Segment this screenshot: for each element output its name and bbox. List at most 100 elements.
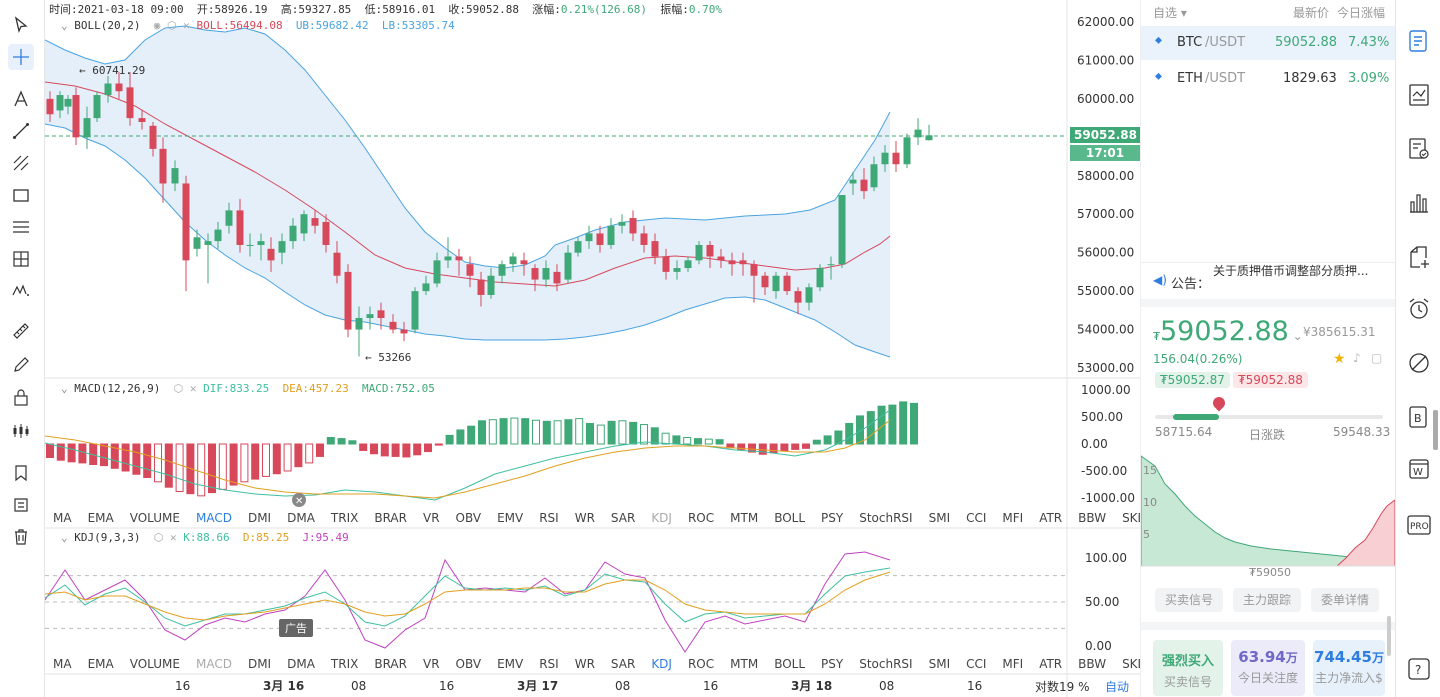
- indicator-vr[interactable]: VR: [422, 511, 440, 525]
- indicator-trix[interactable]: TRIX: [330, 657, 359, 671]
- bell-icon[interactable]: ♪: [1353, 351, 1361, 365]
- indicator-cci[interactable]: CCI: [966, 511, 987, 525]
- star-icon[interactable]: ★: [1333, 351, 1346, 367]
- alarm-icon[interactable]: [1406, 296, 1432, 322]
- indicator-smi[interactable]: SMI: [928, 657, 951, 671]
- indicator-stochrsi[interactable]: StochRSI: [859, 657, 913, 671]
- indicator-brar[interactable]: BRAR: [374, 657, 407, 671]
- gear-icon[interactable]: ⬡: [160, 19, 177, 32]
- ad-label[interactable]: 广告: [279, 619, 313, 637]
- indicator-stochrsi[interactable]: StochRSI: [859, 511, 913, 525]
- pencil-icon[interactable]: [8, 352, 34, 378]
- help-icon[interactable]: ?: [1406, 656, 1432, 682]
- indicator-macd[interactable]: MACD: [195, 511, 232, 525]
- indicator-rsi[interactable]: RSI: [539, 511, 559, 525]
- indicator-dma[interactable]: DMA: [287, 511, 315, 525]
- attention-card[interactable]: 63.94万 今日关注度: [1231, 640, 1305, 696]
- notice-text[interactable]: 关于质押借币调整部分质押...: [1213, 264, 1369, 278]
- col-change-header[interactable]: 今日涨幅: [1337, 6, 1386, 20]
- indicator-cci[interactable]: CCI: [966, 657, 987, 671]
- indicator-boll[interactable]: BOLL: [774, 657, 806, 671]
- ask-price[interactable]: ₮59052.88: [1233, 372, 1308, 388]
- indicator-obv[interactable]: OBV: [455, 657, 482, 671]
- gear-icon[interactable]: ⬡: [147, 531, 164, 544]
- indicator-macd[interactable]: MACD: [195, 657, 232, 671]
- candles-toggle-icon[interactable]: [8, 418, 34, 444]
- indicator-atr[interactable]: ATR: [1039, 511, 1063, 525]
- indicator-wr[interactable]: WR: [574, 657, 595, 671]
- bookmark-icon[interactable]: [8, 460, 34, 486]
- indicator-dma[interactable]: DMA: [287, 657, 315, 671]
- indicator-bbw[interactable]: BBW: [1078, 657, 1107, 671]
- notice-bar[interactable]: ◀) 公告： 关于质押借币调整部分质押...: [1141, 262, 1395, 307]
- indicator-ema[interactable]: EMA: [87, 511, 114, 525]
- bar-chart-icon[interactable]: [1406, 190, 1432, 216]
- text-tool-icon[interactable]: [8, 86, 34, 112]
- news-icon[interactable]: [1406, 82, 1432, 108]
- auto-scale-toggle[interactable]: 自动: [1105, 680, 1130, 694]
- fork-tool-icon[interactable]: [8, 150, 34, 176]
- gear-icon[interactable]: ⬡: [166, 382, 184, 395]
- indicator-emv[interactable]: EMV: [497, 657, 524, 671]
- trash-icon[interactable]: [8, 524, 34, 550]
- close-icon[interactable]: ✕: [183, 382, 204, 395]
- indicator-psy[interactable]: PSY: [821, 511, 844, 525]
- indicator-emv[interactable]: EMV: [497, 511, 524, 525]
- inflow-card[interactable]: 744.45万 主力净流入$: [1313, 640, 1385, 696]
- watchlist-icon[interactable]: [1406, 28, 1432, 54]
- indicator-bbw[interactable]: BBW: [1078, 511, 1107, 525]
- share-icon[interactable]: ▢: [1371, 351, 1383, 365]
- col-price-header[interactable]: 最新价: [1293, 6, 1330, 20]
- ebook-icon[interactable]: B: [1406, 404, 1432, 430]
- panel-scrollbar[interactable]: [1387, 616, 1391, 656]
- indicator-brar[interactable]: BRAR: [374, 511, 407, 525]
- close-icon[interactable]: ✕: [163, 531, 184, 544]
- indicator-wr[interactable]: WR: [574, 511, 595, 525]
- indicator-sar[interactable]: SAR: [610, 511, 636, 525]
- chart-area[interactable]: 62000.0061000.0060000.0059000.0058000.00…: [45, 0, 1269, 697]
- fib-tool-icon[interactable]: [8, 214, 34, 240]
- indicator-trix[interactable]: TRIX: [330, 511, 359, 525]
- eye-icon[interactable]: ◉: [147, 19, 161, 32]
- indicator-smi[interactable]: SMI: [928, 511, 951, 525]
- indicator-ema[interactable]: EMA: [87, 657, 114, 671]
- close-icon[interactable]: ✕: [176, 19, 197, 32]
- wechat-icon[interactable]: W: [1406, 456, 1432, 482]
- kline-chart[interactable]: 62000.0061000.0060000.0059000.0058000.00…: [45, 0, 1140, 697]
- settings-list-icon[interactable]: [8, 492, 34, 518]
- tab-signals[interactable]: 买卖信号: [1155, 588, 1223, 612]
- ruler-icon[interactable]: [8, 318, 34, 344]
- indicator-mfi[interactable]: MFI: [1002, 511, 1024, 525]
- crosshair-icon[interactable]: [8, 44, 34, 70]
- pro-icon[interactable]: PRO: [1406, 512, 1432, 538]
- indicator-mtm[interactable]: MTM: [730, 511, 759, 525]
- icon-bar-scrollbar[interactable]: [1433, 410, 1438, 450]
- indicator-sar[interactable]: SAR: [610, 657, 636, 671]
- log-scale-toggle[interactable]: 对数: [1035, 680, 1060, 694]
- gann-tool-icon[interactable]: [8, 246, 34, 272]
- lock-icon[interactable]: [8, 384, 34, 410]
- watchlist-row[interactable]: ⬥ BTC /USDT 59052.88 7.43%: [1141, 26, 1395, 60]
- indicator-dmi[interactable]: DMI: [247, 657, 272, 671]
- rectangle-tool-icon[interactable]: [8, 182, 34, 208]
- trend-line-icon[interactable]: [8, 118, 34, 144]
- bid-price[interactable]: ₮59052.87: [1155, 372, 1230, 388]
- indicator-roc[interactable]: ROC: [687, 511, 715, 525]
- indicator-atr[interactable]: ATR: [1039, 657, 1063, 671]
- depth-chart[interactable]: 15 10 5 ₮59050: [1141, 454, 1395, 578]
- scale-mode[interactable]: 对数19 %: [1035, 678, 1090, 695]
- indicator-volume[interactable]: VOLUME: [129, 657, 180, 671]
- indicator-mtm[interactable]: MTM: [730, 657, 759, 671]
- globe-icon[interactable]: [1406, 350, 1432, 376]
- add-layout-icon[interactable]: [1406, 244, 1432, 270]
- watchlist-row[interactable]: ⬥ ETH /USDT 1829.63 3.09%: [1141, 62, 1395, 96]
- indicator-dmi[interactable]: DMI: [247, 511, 272, 525]
- tab-main-force[interactable]: 主力跟踪: [1233, 588, 1301, 612]
- signal-card[interactable]: 强烈买入 买卖信号: [1153, 640, 1223, 696]
- indicator-mfi[interactable]: MFI: [1002, 657, 1024, 671]
- percent-scale-toggle[interactable]: 19 %: [1059, 680, 1090, 694]
- watchlist-tab[interactable]: 自选 ▾: [1153, 6, 1187, 20]
- indicator-psy[interactable]: PSY: [821, 657, 844, 671]
- indicator-obv[interactable]: OBV: [455, 511, 482, 525]
- cursor-icon[interactable]: [8, 12, 34, 38]
